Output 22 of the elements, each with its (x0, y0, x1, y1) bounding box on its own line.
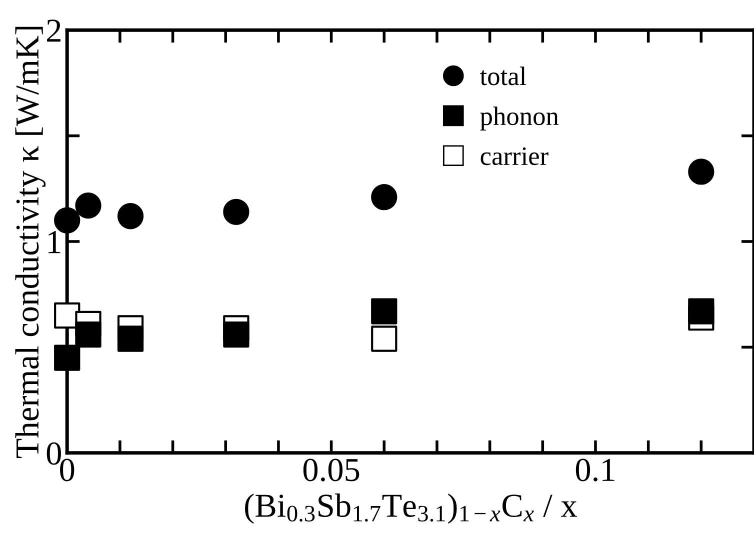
legend-label: total (480, 66, 526, 86)
y-tick-label: 1 (48, 231, 60, 254)
legend-label: phonon (480, 106, 559, 131)
point (371, 298, 398, 324)
legend-label: carrier (480, 147, 548, 166)
x-tick-label: 0.05 (303, 458, 360, 482)
point (117, 326, 144, 352)
point (688, 158, 714, 185)
point (371, 184, 398, 210)
point (688, 298, 714, 324)
point (223, 321, 250, 348)
y-tick-label: 0 (46, 442, 61, 465)
point (223, 198, 250, 225)
point (54, 344, 80, 371)
y-tick-label: 2 (47, 20, 60, 42)
x-tick-label: 0.1 (576, 458, 614, 482)
y-axis-title: Thermal conductivity κ [W/mK] (15, 26, 46, 458)
point (75, 321, 102, 348)
text: (Bi$_{0.3}$Sb$_{1.7}$Te$_{3.1}$)$_{1−x}$C$_{x}$ / x (245, 494, 577, 524)
point (75, 192, 102, 219)
point (371, 326, 398, 352)
point (117, 203, 144, 230)
